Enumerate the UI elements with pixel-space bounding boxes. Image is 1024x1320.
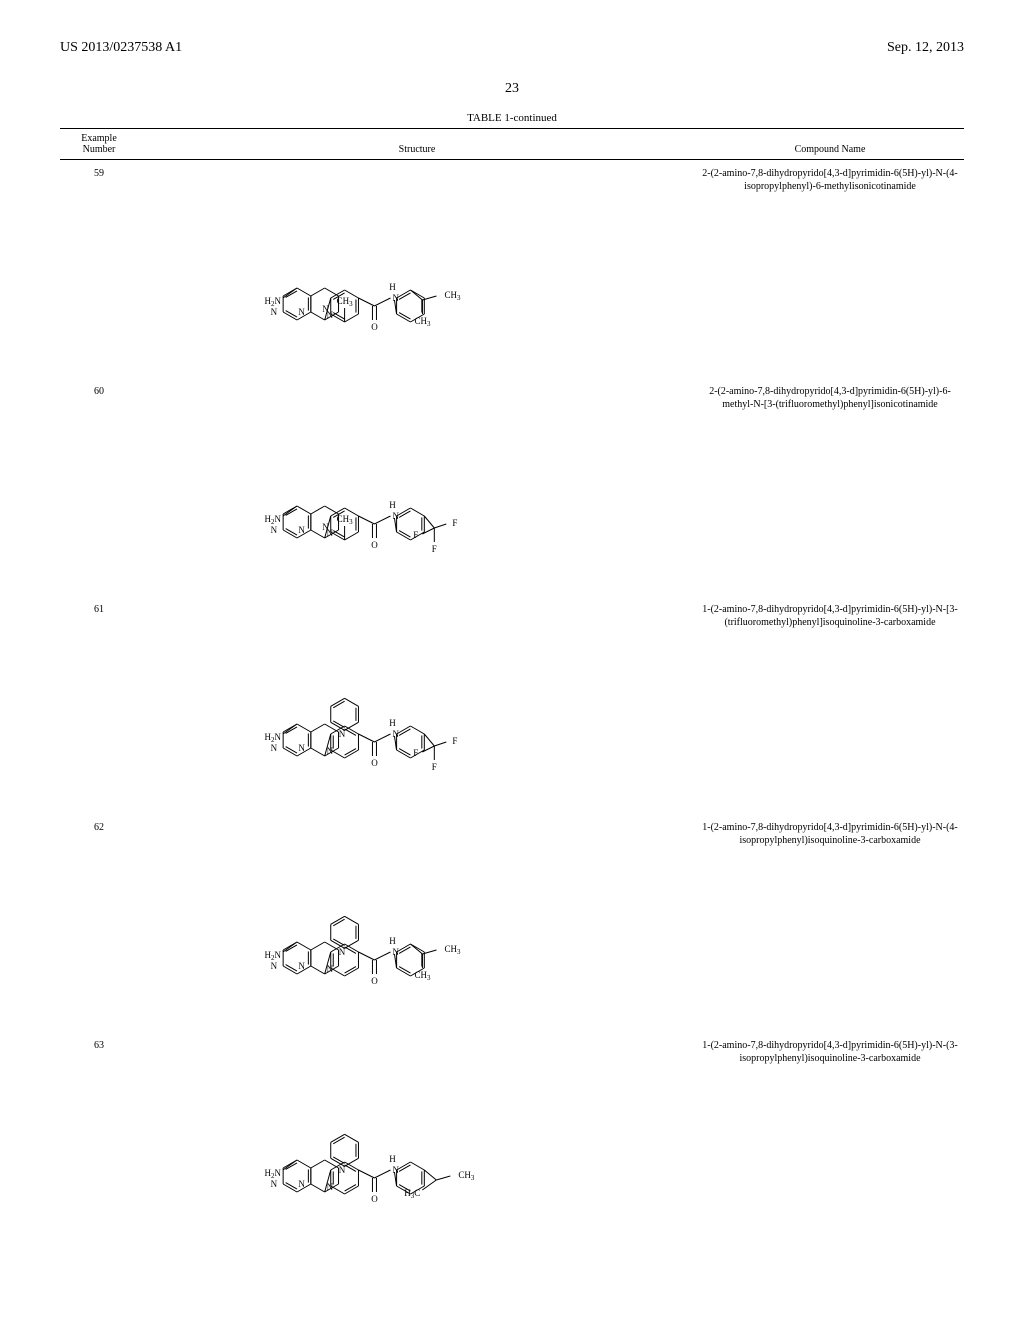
svg-text:CH3: CH3: [337, 514, 354, 526]
svg-text:H2N: H2N: [265, 296, 282, 308]
svg-text:CH3: CH3: [337, 296, 354, 308]
svg-text:N: N: [322, 304, 329, 314]
svg-text:N: N: [392, 511, 399, 521]
example-number: 63: [60, 1032, 138, 1250]
example-number: 60: [60, 378, 138, 596]
svg-text:N: N: [392, 293, 399, 303]
svg-text:N: N: [298, 307, 305, 317]
svg-text:H: H: [389, 1154, 396, 1164]
table-row: 62NNNH2NNOHNCH3CH31-(2-amino-7,8-dihydro…: [60, 814, 964, 1032]
svg-text:F: F: [432, 544, 437, 554]
svg-text:N: N: [392, 947, 399, 957]
compound-name: 1-(2-amino-7,8-dihydropyrido[4,3-d]pyrim…: [696, 1032, 964, 1250]
svg-text:CH3: CH3: [414, 970, 431, 982]
svg-text:F: F: [432, 762, 437, 772]
svg-text:N: N: [298, 525, 305, 535]
svg-text:N: N: [339, 1165, 346, 1175]
compound-table: Example Number Structure Compound Name 5…: [60, 128, 964, 1250]
structure-diagram: NNNH2NNOHNCH3CH3: [138, 814, 696, 1032]
compound-name: 1-(2-amino-7,8-dihydropyrido[4,3-d]pyrim…: [696, 596, 964, 814]
svg-text:H2N: H2N: [265, 732, 282, 744]
structure-diagram: NNNH2NNOHNFFF: [138, 596, 696, 814]
table-row: 60NNNH2NNCH3OHNFFF2-(2-amino-7,8-dihydro…: [60, 378, 964, 596]
svg-text:N: N: [271, 743, 278, 753]
publication-date: Sep. 12, 2013: [887, 40, 964, 56]
svg-text:N: N: [271, 961, 278, 971]
svg-text:CH3: CH3: [458, 1170, 475, 1182]
structure-diagram: NNNH2NNCH3OHNCH3CH3: [138, 160, 696, 379]
svg-text:H3C: H3C: [404, 1188, 420, 1200]
svg-text:CH3: CH3: [444, 290, 461, 302]
svg-text:H: H: [389, 936, 396, 946]
page-header: US 2013/0237538 A1 Sep. 12, 2013: [60, 40, 964, 56]
svg-text:H: H: [389, 718, 396, 728]
example-number: 62: [60, 814, 138, 1032]
table-row: 61NNNH2NNOHNFFF1-(2-amino-7,8-dihydropyr…: [60, 596, 964, 814]
page-number: 23: [60, 81, 964, 97]
publication-number: US 2013/0237538 A1: [60, 40, 182, 56]
svg-text:O: O: [371, 322, 378, 332]
page: US 2013/0237538 A1 Sep. 12, 2013 23 TABL…: [0, 0, 1024, 1320]
svg-text:CH3: CH3: [444, 944, 461, 956]
structure-diagram: NNNH2NNCH3OHNFFF: [138, 378, 696, 596]
svg-text:N: N: [271, 525, 278, 535]
svg-text:H2N: H2N: [265, 1168, 282, 1180]
table-row: 59NNNH2NNCH3OHNCH3CH32-(2-amino-7,8-dihy…: [60, 160, 964, 379]
compound-name: 1-(2-amino-7,8-dihydropyrido[4,3-d]pyrim…: [696, 814, 964, 1032]
svg-text:F: F: [413, 748, 418, 758]
table-row: 63NNNH2NNOHNCH3H3C1-(2-amino-7,8-dihydro…: [60, 1032, 964, 1250]
col-example: Example Number: [60, 129, 138, 160]
svg-text:N: N: [298, 961, 305, 971]
svg-text:N: N: [298, 1179, 305, 1189]
svg-text:O: O: [371, 758, 378, 768]
svg-text:F: F: [452, 736, 457, 746]
svg-text:CH3: CH3: [414, 316, 431, 328]
svg-text:H: H: [389, 282, 396, 292]
example-number: 61: [60, 596, 138, 814]
table-caption: TABLE 1-continued: [60, 112, 964, 124]
svg-text:H2N: H2N: [265, 514, 282, 526]
svg-text:N: N: [322, 522, 329, 532]
compound-name: 2-(2-amino-7,8-dihydropyrido[4,3-d]pyrim…: [696, 378, 964, 596]
svg-text:N: N: [298, 743, 305, 753]
svg-text:F: F: [452, 518, 457, 528]
structure-diagram: NNNH2NNOHNCH3H3C: [138, 1032, 696, 1250]
col-compound: Compound Name: [696, 129, 964, 160]
svg-text:N: N: [271, 1179, 278, 1189]
svg-text:N: N: [392, 729, 399, 739]
svg-text:N: N: [339, 947, 346, 957]
svg-text:O: O: [371, 540, 378, 550]
svg-text:H: H: [389, 500, 396, 510]
svg-text:N: N: [271, 307, 278, 317]
svg-text:N: N: [339, 729, 346, 739]
svg-text:H2N: H2N: [265, 950, 282, 962]
compound-name: 2-(2-amino-7,8-dihydropyrido[4,3-d]pyrim…: [696, 160, 964, 379]
svg-text:O: O: [371, 976, 378, 986]
example-number: 59: [60, 160, 138, 379]
svg-text:F: F: [413, 530, 418, 540]
svg-text:N: N: [392, 1165, 399, 1175]
svg-text:O: O: [371, 1194, 378, 1204]
col-structure: Structure: [138, 129, 696, 160]
